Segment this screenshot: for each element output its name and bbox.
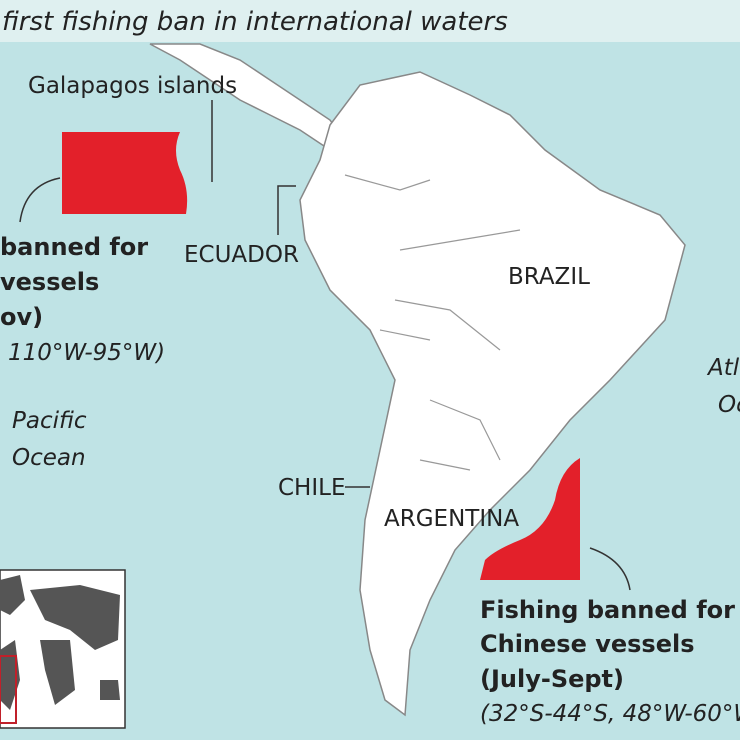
world-inset (0, 569, 126, 729)
callout: (32°S-44°S, 48°W-60°W (480, 701, 740, 727)
label: Galapagos islands (28, 73, 237, 99)
callout: ov) (0, 303, 43, 331)
callout: Chinese vessels (480, 630, 695, 658)
callout: (July-Sept) (480, 665, 624, 693)
callout: banned for (0, 233, 148, 261)
label: Ocean (12, 445, 86, 471)
label: Pacific (12, 408, 87, 434)
atlantic-zone (480, 458, 580, 580)
callout: vessels (0, 268, 99, 296)
inset-land (0, 575, 120, 710)
callout: Fishing banned for (480, 596, 735, 624)
inset-highlight (0, 655, 17, 724)
leader-lines (19, 100, 631, 591)
pacific-zone (62, 132, 188, 214)
south-america (299, 71, 686, 717)
callout: 110°W-95°W) (8, 340, 165, 366)
label: BRAZIL (508, 264, 590, 290)
title-bar (0, 0, 740, 42)
label: CHILE (278, 475, 345, 501)
label: Atl (706, 355, 740, 381)
label: ARGENTINA (384, 506, 519, 532)
borders (344, 174, 521, 471)
label: Oc (718, 392, 740, 418)
title: first fishing ban in international water… (2, 7, 508, 37)
label: ECUADOR (184, 242, 299, 268)
